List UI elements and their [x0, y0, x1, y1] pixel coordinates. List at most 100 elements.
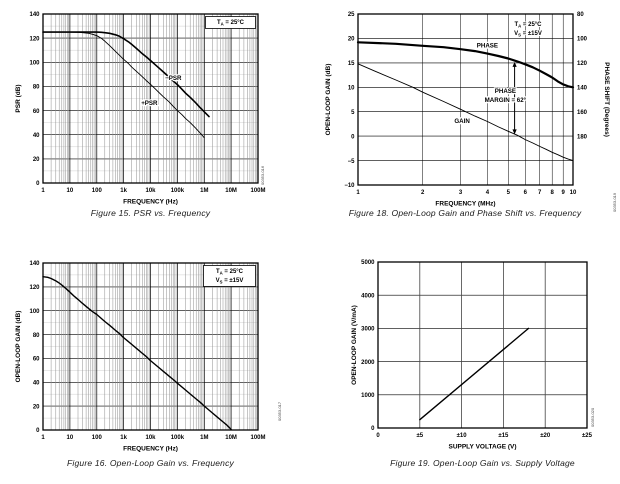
svg-text:1: 1 — [41, 435, 45, 441]
svg-text:TA = 25°C: TA = 25°C — [514, 22, 542, 28]
svg-text:60: 60 — [33, 357, 40, 363]
svg-text:8: 8 — [551, 190, 555, 196]
svg-text:−PSR: −PSR — [165, 75, 182, 82]
svg-text:10: 10 — [348, 86, 355, 92]
svg-text:100: 100 — [92, 188, 103, 194]
svg-text:10: 10 — [570, 190, 577, 196]
svg-text:100: 100 — [92, 435, 103, 441]
svg-text:1k: 1k — [120, 435, 127, 441]
svg-text:140: 140 — [29, 261, 40, 267]
svg-text:3000: 3000 — [361, 327, 375, 333]
svg-text:1k: 1k — [120, 188, 127, 194]
figure-15-caption: Figure 15. PSR vs. Frequency — [90, 208, 211, 218]
svg-text:5: 5 — [351, 110, 355, 116]
svg-text:10k: 10k — [145, 435, 156, 441]
svg-text:±5: ±5 — [416, 433, 423, 439]
svg-text:20: 20 — [33, 404, 40, 410]
svg-text:40: 40 — [33, 381, 40, 387]
svg-text:FREQUENCY (MHz): FREQUENCY (MHz) — [435, 201, 495, 208]
svg-text:±20: ±20 — [540, 433, 551, 439]
svg-text:10M: 10M — [225, 435, 237, 441]
svg-text:4000: 4000 — [361, 293, 375, 299]
svg-text:4: 4 — [486, 190, 490, 196]
svg-text:1: 1 — [356, 190, 360, 196]
svg-text:0: 0 — [371, 426, 375, 432]
svg-text:00353-016: 00353-016 — [260, 165, 265, 185]
svg-text:140: 140 — [577, 86, 588, 92]
svg-text:9: 9 — [562, 190, 566, 196]
svg-text:10M: 10M — [225, 188, 237, 194]
svg-text:180: 180 — [577, 134, 588, 140]
svg-text:0: 0 — [36, 181, 40, 187]
svg-text:PHASE: PHASE — [477, 43, 498, 50]
svg-text:100: 100 — [29, 309, 40, 315]
svg-text:160: 160 — [577, 110, 588, 116]
svg-text:20: 20 — [348, 37, 355, 43]
svg-text:1M: 1M — [200, 188, 208, 194]
svg-text:OPEN-LOOP GAIN (V/mA): OPEN-LOOP GAIN (V/mA) — [351, 305, 358, 385]
open-loop-gain-supply-chart: 0 ±5 ±10 ±15 ±20 ±25 0 1000 2000 3000 4000 5000 SUPP… — [351, 260, 595, 451]
svg-text:100k: 100k — [171, 188, 185, 194]
svg-text:100M: 100M — [250, 435, 265, 441]
svg-text:6: 6 — [524, 190, 528, 196]
svg-text:60: 60 — [33, 109, 40, 115]
svg-text:10k: 10k — [145, 188, 156, 194]
svg-text:GAIN: GAIN — [454, 118, 470, 125]
svg-text:FREQUENCY (Hz): FREQUENCY (Hz) — [123, 199, 178, 206]
svg-text:120: 120 — [577, 61, 588, 67]
svg-text:±10: ±10 — [457, 433, 468, 439]
svg-text:1: 1 — [41, 188, 45, 194]
figure-19-caption: Figure 19. Open-Loop Gain vs. Supply Vol… — [390, 458, 575, 468]
svg-text:+PSR: +PSR — [141, 100, 158, 107]
svg-text:−5: −5 — [348, 159, 356, 165]
figure-19-block: 0 ±5 ±10 ±15 ±20 ±25 0 1000 2000 3000 4000 5000 SUPP… — [310, 246, 620, 484]
svg-text:5000: 5000 — [361, 260, 375, 266]
svg-text:PSR (dB): PSR (dB) — [15, 84, 22, 112]
svg-text:100M: 100M — [250, 188, 265, 194]
svg-text:0: 0 — [36, 428, 40, 434]
svg-text:0: 0 — [376, 433, 380, 439]
figure-16-block: TA = 25°C VS = ±15V 1 10 100 1k 10k 100k 1M 10M 10… — [0, 246, 310, 484]
svg-text:100: 100 — [577, 37, 588, 43]
figure-18-caption: Figure 18. Open-Loop Gain and Phase Shif… — [348, 208, 582, 218]
svg-text:10: 10 — [67, 188, 74, 194]
svg-text:100: 100 — [29, 61, 40, 67]
svg-text:120: 120 — [29, 285, 40, 291]
open-loop-gain-frequency-chart: TA = 25°C VS = ±15V 1 10 100 1k 10k 100k 1M 10M 10… — [15, 261, 282, 453]
svg-text:1000: 1000 — [361, 393, 375, 399]
svg-text:10: 10 — [67, 435, 74, 441]
svg-text:FREQUENCY (Hz): FREQUENCY (Hz) — [123, 446, 178, 453]
svg-text:20: 20 — [33, 157, 40, 163]
svg-text:±25: ±25 — [582, 433, 593, 439]
svg-text:100k: 100k — [171, 435, 185, 441]
svg-text:5: 5 — [507, 190, 511, 196]
psr-vs-frequency-chart: −PSR +PSR TA = 25°C 1 10 100 1k 10k 100k 1M 10M 100… — [15, 12, 266, 206]
svg-text:15: 15 — [348, 61, 355, 67]
svg-text:SUPPLY VOLTAGE (V): SUPPLY VOLTAGE (V) — [448, 444, 516, 451]
svg-text:120: 120 — [29, 36, 40, 42]
svg-text:1M: 1M — [200, 435, 208, 441]
svg-text:TA = 25°C: TA = 25°C — [216, 269, 244, 275]
svg-text:0: 0 — [351, 134, 355, 140]
svg-text:TA = 25°C: TA = 25°C — [217, 20, 245, 26]
svg-text:VS = ±15V: VS = ±15V — [216, 278, 244, 284]
svg-text:80: 80 — [33, 333, 40, 339]
svg-text:MARGIN = 62°: MARGIN = 62° — [485, 97, 527, 104]
figure-16-caption: Figure 16. Open-Loop Gain vs. Frequency — [66, 458, 235, 468]
svg-text:80: 80 — [33, 85, 40, 91]
svg-text:00353-020: 00353-020 — [590, 407, 595, 427]
figure-15-block: −PSR +PSR TA = 25°C 1 10 100 1k 10k 100k 1M 10M 100… — [0, 0, 310, 232]
svg-text:OPEN-LOOP GAIN (dB): OPEN-LOOP GAIN (dB) — [325, 64, 332, 136]
svg-text:00353-019: 00353-019 — [612, 192, 617, 212]
svg-text:3: 3 — [459, 190, 463, 196]
open-loop-gain-phase-chart: PHASE GAIN PHASE MARGIN = 62° TA = 25°C VS = … — [325, 12, 617, 212]
svg-text:OPEN-LOOP GAIN (dB): OPEN-LOOP GAIN (dB) — [15, 311, 22, 383]
svg-text:2000: 2000 — [361, 360, 375, 366]
svg-text:PHASE SHIFT (Degrees): PHASE SHIFT (Degrees) — [603, 62, 610, 137]
svg-text:−10: −10 — [344, 183, 355, 189]
svg-text:25: 25 — [348, 12, 355, 18]
svg-text:±15: ±15 — [498, 433, 509, 439]
svg-text:40: 40 — [33, 133, 40, 139]
svg-text:PHASE: PHASE — [495, 88, 516, 95]
